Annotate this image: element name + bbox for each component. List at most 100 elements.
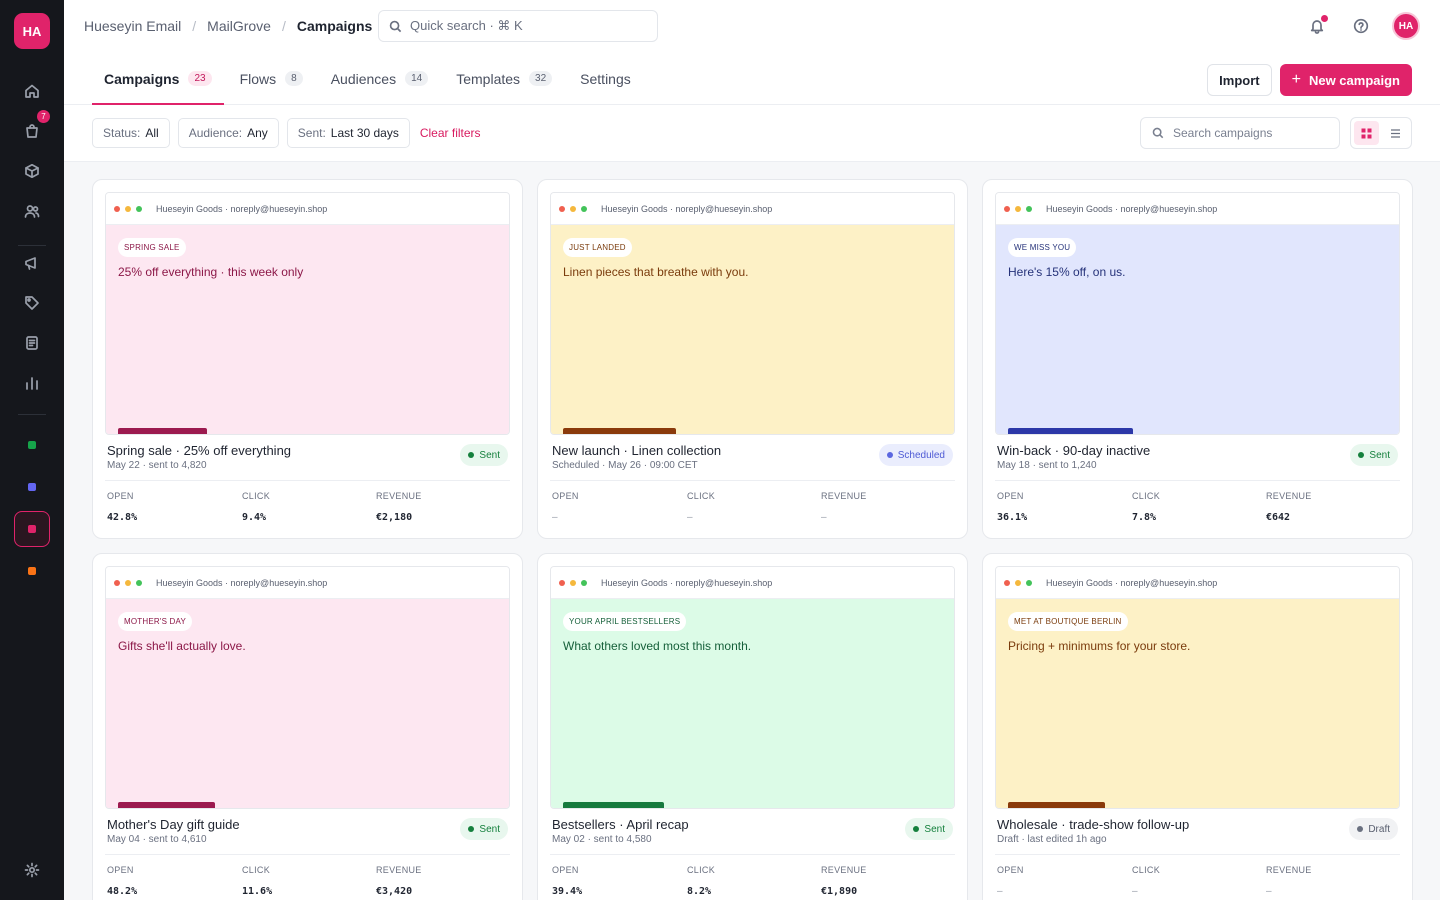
metric-value: 39.4% (552, 886, 583, 897)
workspace-switch-orange[interactable] (14, 553, 50, 589)
campaign-metrics: OPEN – CLICK – REVENUE – (552, 491, 953, 523)
users-icon (24, 205, 40, 218)
home-icon (25, 84, 39, 98)
quick-search-input[interactable]: Quick search · ⌘ K (378, 10, 658, 42)
email-preview-body: YOUR APRIL BESTSELLERS What others loved… (551, 599, 954, 808)
sidebar-item-customers[interactable] (14, 193, 50, 229)
workspace-color-dot (28, 567, 36, 575)
plus-icon: + (1291, 71, 1301, 88)
metric-label: REVENUE (1266, 491, 1312, 501)
tab-label: Audiences (330, 70, 397, 87)
sidebar-item-settings[interactable] (14, 852, 50, 888)
breadcrumb-separator: / (192, 18, 197, 34)
grid-view-button[interactable] (1354, 121, 1379, 145)
email-sender: Hueseyin Goods · noreply@hueseyin.shop (601, 203, 773, 214)
sidebar-item-content[interactable] (14, 325, 50, 361)
campaign-card[interactable]: Hueseyin Goods · noreply@hueseyin.shop S… (92, 179, 523, 539)
metric-value: – (1266, 886, 1272, 897)
email-preview-body: MOTHER'S DAY Gifts she'll actually love. (106, 599, 509, 808)
workspace-switch-pink[interactable] (14, 511, 50, 547)
filter-bar: Status: All Audience: Any Sent: Last 30 … (64, 105, 1440, 162)
list-view-button[interactable] (1383, 121, 1408, 145)
sidebar-item-discounts[interactable] (14, 285, 50, 321)
campaign-search-input[interactable]: Search campaigns (1140, 117, 1340, 149)
email-sender: Hueseyin Goods · noreply@hueseyin.shop (156, 203, 328, 214)
email-preview: Hueseyin Goods · noreply@hueseyin.shop J… (550, 192, 955, 435)
campaign-title: Win-back · 90-day inactive (997, 443, 1151, 458)
notifications-button[interactable] (1304, 13, 1330, 39)
email-headline: Here's 15% off, on us. (1008, 265, 1126, 279)
tab-flows[interactable]: Flows 8 (228, 52, 315, 105)
breadcrumb: Hueseyin Email / MailGrove / Campaigns (84, 18, 372, 34)
status-filter[interactable]: Status: All (92, 118, 170, 148)
sidebar-item-orders[interactable]: 7 (14, 110, 50, 149)
tab-templates[interactable]: Templates 32 (444, 52, 564, 105)
window-dot-yellow (1015, 579, 1021, 586)
tag-icon (25, 296, 39, 310)
metric-value: 7.8% (1132, 512, 1157, 523)
sent-date-filter[interactable]: Sent: Last 30 days (286, 118, 410, 148)
campaign-card[interactable]: Hueseyin Goods · noreply@hueseyin.shop Y… (537, 553, 968, 900)
status-label: Scheduled (897, 449, 945, 461)
window-dots (1004, 579, 1032, 586)
sidebar-item-campaigns[interactable] (14, 245, 50, 281)
status-badge: Sent (460, 444, 508, 466)
help-button[interactable] (1348, 13, 1374, 39)
tab-count-badge: 23 (188, 71, 212, 86)
tab-count-badge: 8 (285, 71, 303, 86)
document-icon (26, 336, 38, 350)
metric-label: OPEN (552, 865, 579, 875)
tab-audiences[interactable]: Audiences 14 (319, 52, 441, 105)
metric-click: CLICK 8.2% (687, 865, 821, 897)
campaign-title: Bestsellers · April recap (552, 817, 689, 832)
sidebar-item-analytics[interactable] (14, 365, 50, 401)
workspace-switch-green[interactable] (14, 427, 50, 463)
metric-value: – (552, 512, 558, 523)
campaign-card[interactable]: Hueseyin Goods · noreply@hueseyin.shop M… (982, 553, 1413, 900)
audience-filter[interactable]: Audience: Any (177, 118, 279, 148)
tab-settings[interactable]: Settings (568, 52, 643, 105)
window-dot-yellow (125, 205, 131, 212)
breadcrumb-workspace[interactable]: Hueseyin Email (84, 18, 182, 34)
email-tag: JUST LANDED (563, 238, 632, 257)
tab-campaigns[interactable]: Campaigns 23 (92, 52, 224, 105)
metric-value: 48.2% (107, 886, 138, 897)
campaign-card[interactable]: Hueseyin Goods · noreply@hueseyin.shop W… (982, 179, 1413, 539)
topbar: Hueseyin Email / MailGrove / Campaigns Q… (64, 0, 1440, 52)
metric-open: OPEN 42.8% (107, 491, 242, 523)
email-sender: Hueseyin Goods · noreply@hueseyin.shop (1046, 577, 1218, 588)
email-preview-header: Hueseyin Goods · noreply@hueseyin.shop (551, 567, 954, 599)
metric-label: CLICK (1132, 865, 1161, 875)
workspace-switch-indigo[interactable] (14, 469, 50, 505)
metric-open: OPEN 48.2% (107, 865, 242, 897)
email-preview: Hueseyin Goods · noreply@hueseyin.shop M… (995, 566, 1400, 809)
metric-value: 42.8% (107, 512, 138, 523)
metric-label: OPEN (107, 865, 134, 875)
workspace-logo[interactable]: HA (14, 13, 50, 49)
sidebar-item-home[interactable] (14, 73, 50, 109)
breadcrumb-current: Campaigns (296, 18, 373, 34)
campaign-card[interactable]: Hueseyin Goods · noreply@hueseyin.shop J… (537, 179, 968, 539)
campaign-card[interactable]: Hueseyin Goods · noreply@hueseyin.shop M… (92, 553, 523, 900)
new-campaign-button[interactable]: + New campaign (1279, 64, 1412, 96)
metric-revenue: REVENUE – (1266, 865, 1398, 897)
metric-label: OPEN (997, 491, 1024, 501)
metric-value: €642 (1266, 512, 1291, 523)
window-dot-green (1026, 205, 1032, 212)
email-cta-bar (1008, 428, 1133, 434)
email-tag: SPRING SALE (118, 238, 186, 257)
user-avatar[interactable]: HA (1392, 12, 1420, 40)
import-button[interactable]: Import (1207, 64, 1272, 96)
sidebar-item-products[interactable] (14, 153, 50, 189)
metric-value: – (997, 886, 1003, 897)
filter-label: Status: (103, 126, 141, 140)
email-preview-body: SPRING SALE 25% off everything · this we… (106, 225, 509, 434)
clear-filters-link[interactable]: Clear filters (419, 126, 481, 140)
status-label: Sent (479, 449, 500, 461)
window-dots (114, 205, 142, 212)
tab-count-badge: 32 (529, 71, 553, 86)
email-cta-bar (118, 428, 207, 434)
status-dot (913, 826, 920, 832)
breadcrumb-app[interactable]: MailGrove (207, 18, 271, 34)
filter-value: Any (247, 126, 268, 140)
